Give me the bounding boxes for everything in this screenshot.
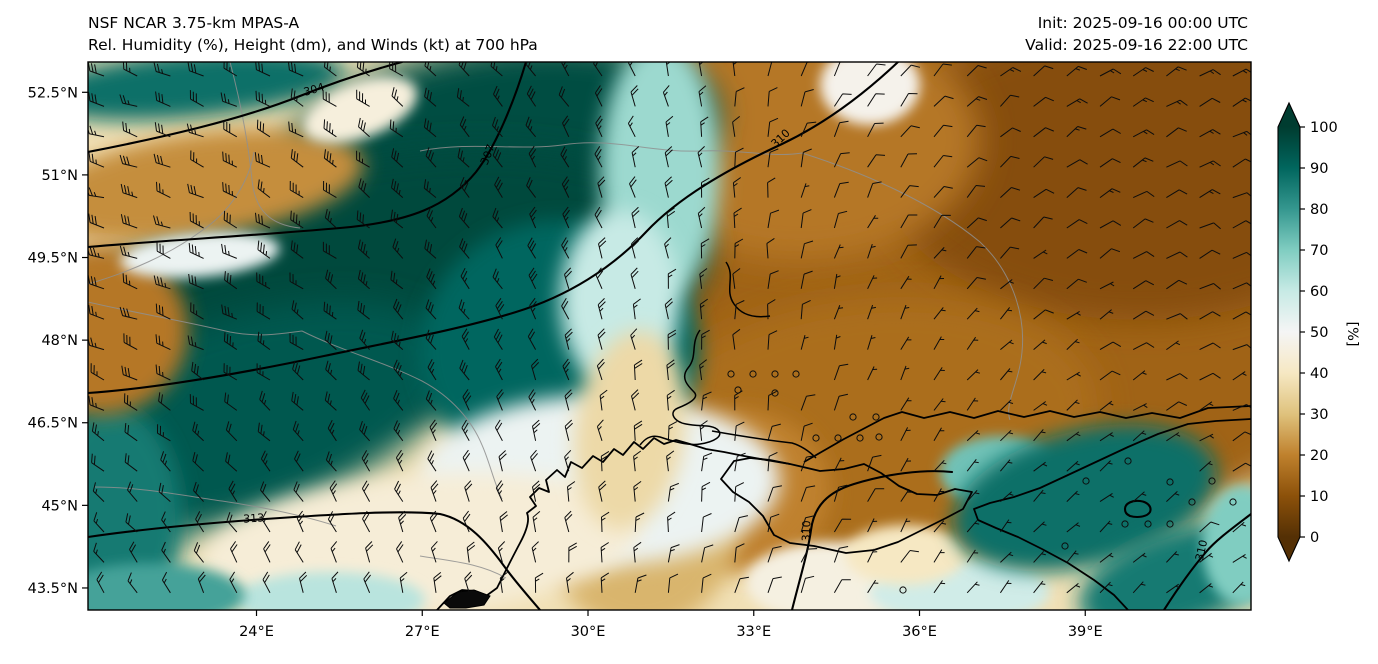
svg-text:90: 90 (1310, 161, 1328, 177)
colorbar-unit-label: [%] (1344, 321, 1360, 346)
svg-text:80: 80 (1310, 202, 1328, 218)
svg-text:52.5°N: 52.5°N (28, 85, 78, 101)
calm-wind-circles (727, 370, 1237, 594)
svg-text:0: 0 (1310, 530, 1319, 546)
lon-axis: 24°E 27°E 30°E 33°E 36°E 39°E (239, 610, 1103, 640)
height-contours (88, 62, 1251, 610)
svg-text:24°E: 24°E (239, 624, 274, 640)
svg-text:39°E: 39°E (1068, 624, 1103, 640)
svg-text:304: 304 (302, 80, 326, 98)
svg-text:30: 30 (1310, 407, 1328, 423)
svg-text:40: 40 (1310, 366, 1328, 382)
svg-text:20: 20 (1310, 448, 1328, 464)
svg-text:70: 70 (1310, 243, 1328, 259)
svg-text:48°N: 48°N (41, 333, 78, 349)
title-line-1: NSF NCAR 3.75-km MPAS-A (88, 14, 300, 32)
valid-timestamp: Valid: 2025-09-16 22:00 UTC (1025, 36, 1248, 54)
colorbar: 0 10 20 30 40 50 60 70 80 90 100 (1277, 101, 1338, 563)
svg-text:50: 50 (1310, 325, 1328, 341)
svg-text:45°N: 45°N (41, 498, 78, 514)
svg-text:49.5°N: 49.5°N (28, 251, 78, 267)
svg-text:51°N: 51°N (41, 168, 78, 184)
svg-text:27°E: 27°E (405, 624, 440, 640)
svg-text:10: 10 (1310, 489, 1328, 505)
lat-axis: 52.5°N 51°N 49.5°N 48°N 46.5°N 45°N 43.5°N (28, 85, 88, 597)
svg-text:36°E: 36°E (902, 624, 937, 640)
init-timestamp: Init: 2025-09-16 00:00 UTC (1038, 14, 1248, 32)
svg-text:33°E: 33°E (736, 624, 771, 640)
title-line-2: Rel. Humidity (%), Height (dm), and Wind… (88, 36, 538, 54)
svg-text:30°E: 30°E (571, 624, 606, 640)
wind-barbs (88, 62, 1251, 594)
svg-text:310: 310 (1193, 539, 1210, 562)
svg-text:100: 100 (1310, 120, 1338, 136)
svg-text:46.5°N: 46.5°N (28, 416, 78, 432)
svg-text:60: 60 (1310, 284, 1328, 300)
svg-text:313: 313 (243, 511, 265, 525)
svg-text:43.5°N: 43.5°N (28, 581, 78, 597)
map-frame (87, 61, 1252, 611)
